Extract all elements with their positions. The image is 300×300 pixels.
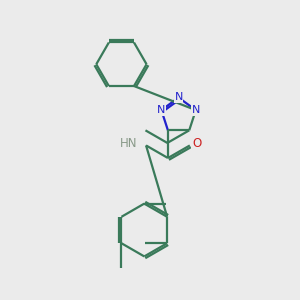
Text: N: N xyxy=(192,105,200,115)
Text: HN: HN xyxy=(119,137,137,150)
Text: N: N xyxy=(174,92,183,102)
Text: N: N xyxy=(157,105,166,115)
Text: O: O xyxy=(192,137,201,150)
